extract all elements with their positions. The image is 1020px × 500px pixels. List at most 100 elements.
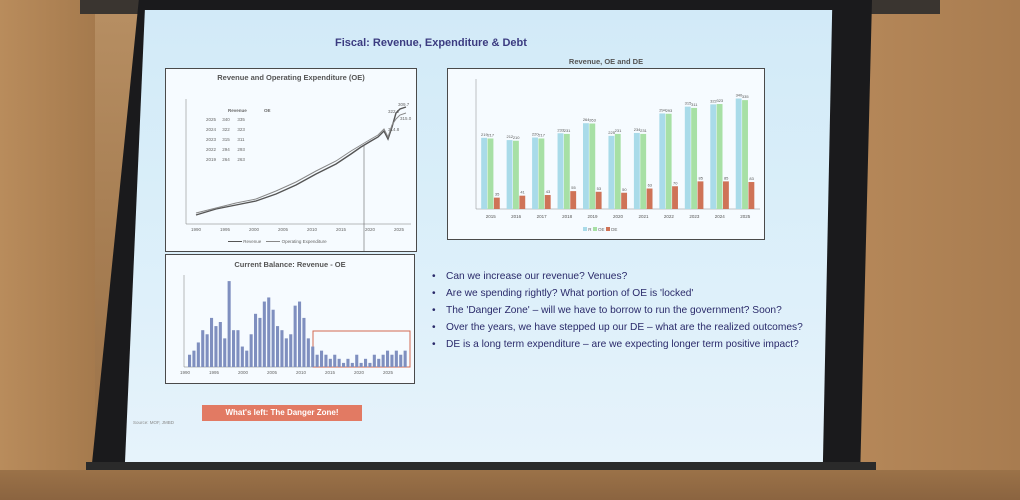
- balance-bar: [214, 326, 218, 367]
- balance-bar: [196, 342, 200, 367]
- bar-value-label: 63: [648, 183, 653, 188]
- x-tick-label: 2023: [689, 214, 700, 219]
- bar-value-label: 234: [634, 127, 641, 132]
- bar-de: [621, 192, 628, 209]
- bar-r: [633, 132, 640, 209]
- x-tick: 2020: [354, 370, 365, 375]
- bar-oe: [691, 107, 698, 209]
- chart-current-balance-title: Current Balance: Revenue - OE: [234, 260, 346, 269]
- table-row: 2019 264 263: [206, 157, 245, 162]
- table-cell: 264: [222, 157, 230, 162]
- screen-bottom-bar: [86, 462, 876, 470]
- table-cell: 2019: [206, 157, 217, 162]
- balance-bar: [320, 350, 324, 367]
- legend-oe: OE: [598, 227, 605, 232]
- balance-bar: [364, 358, 368, 367]
- table-cell: 322: [222, 127, 230, 132]
- bar-r: [684, 106, 691, 209]
- table-row: 2023 315 311: [206, 137, 245, 142]
- table-cell: 2025: [206, 117, 217, 122]
- table-row: 2022 294 293: [206, 147, 245, 152]
- balance-bar: [346, 358, 350, 367]
- chart-current-balance: Current Balance: Revenue - OE 1990 1995 …: [165, 254, 415, 384]
- balance-bar: [355, 354, 359, 367]
- chart-revenue-oe-de: Revenue, OE and DE 219 217 35 2015 212 210 41 2…: [447, 57, 765, 240]
- x-tick: 2020: [365, 227, 376, 232]
- bar-de: [672, 186, 678, 209]
- bar-value-label: 263: [589, 118, 596, 123]
- chart-revenue-oe-plot: [185, 99, 411, 251]
- balance-bar: [218, 322, 222, 367]
- bar-oe: [665, 113, 672, 209]
- end-label: 314.8: [388, 127, 400, 132]
- balance-bar: [342, 362, 346, 367]
- balance-bar: [267, 297, 271, 367]
- balance-bar: [333, 354, 337, 367]
- bar-value-label: 217: [538, 132, 545, 137]
- balance-bars-plot: [183, 275, 411, 368]
- balance-bar: [289, 334, 293, 367]
- x-tick-label: 2025: [740, 214, 751, 219]
- lower-wall-strip: [0, 470, 1020, 500]
- x-tick: 2000: [249, 227, 260, 232]
- balance-bar: [390, 354, 394, 367]
- x-tick: 2010: [307, 227, 318, 232]
- bar-r: [710, 104, 717, 209]
- table-cell: 2024: [206, 127, 217, 132]
- balance-bar: [350, 362, 354, 367]
- bar-r: [583, 123, 589, 209]
- bar-de: [723, 181, 729, 209]
- bar-value-label: 293: [666, 108, 673, 113]
- x-tick: 1990: [180, 370, 191, 375]
- bar-value-label: 323: [716, 98, 723, 103]
- chart-revenue-oe-title: Revenue and Operating Expenditure (OE): [217, 73, 365, 82]
- bar-value-label: 217: [487, 132, 494, 137]
- table-cell: 340: [222, 117, 230, 122]
- x-tick-label: 2015: [486, 214, 497, 219]
- balance-bar: [280, 330, 284, 367]
- table-cell: 293: [237, 147, 245, 152]
- balance-bar: [368, 362, 372, 367]
- bar-value-label: 212: [506, 134, 513, 139]
- bullet-item: DE is a long term expenditure – are we e…: [432, 336, 812, 353]
- bar-oe: [589, 123, 596, 209]
- bar-de: [544, 195, 551, 209]
- balance-bar: [399, 354, 403, 367]
- bar-value-label: 294: [659, 107, 666, 112]
- balance-bar: [328, 358, 332, 367]
- x-tick-label: 2019: [588, 214, 599, 219]
- bar-value-label: 231: [564, 128, 571, 133]
- balance-bar: [249, 334, 253, 367]
- x-tick: 2005: [267, 370, 278, 375]
- x-tick: 1990: [191, 227, 202, 232]
- danger-zone-tag: What's left: The Danger Zone!: [202, 405, 362, 421]
- end-label: 309.7: [398, 102, 410, 107]
- bar-oe: [640, 133, 647, 209]
- bullet-item: Are we spending rightly? What portion of…: [432, 285, 812, 302]
- legend: Revenue Operating Expenditure: [228, 239, 327, 244]
- bar-de: [595, 191, 602, 209]
- table-cell: 311: [237, 137, 245, 142]
- bar-r: [735, 98, 742, 209]
- bar-value-label: 335: [742, 94, 749, 99]
- end-label: 322.2: [388, 109, 400, 114]
- bar-value-label: 220: [532, 132, 539, 137]
- bar-oe: [513, 140, 519, 209]
- x-tick-label: 2016: [511, 214, 522, 219]
- bar-r: [608, 135, 615, 209]
- bar-value-label: 231: [615, 128, 622, 133]
- balance-bar: [284, 338, 288, 367]
- balance-bar: [188, 354, 192, 367]
- x-tick: 2010: [296, 370, 307, 375]
- bar-r: [481, 137, 488, 209]
- balance-bar: [372, 354, 376, 367]
- x-tick-label: 2024: [715, 214, 726, 219]
- balance-bar: [245, 350, 249, 367]
- x-tick: 1995: [209, 370, 220, 375]
- balance-bar: [192, 350, 196, 367]
- balance-bar: [262, 301, 266, 367]
- balance-bar: [381, 354, 385, 367]
- bullet-item: Can we increase our revenue? Venues?: [432, 268, 812, 285]
- legend-r: R: [588, 227, 592, 232]
